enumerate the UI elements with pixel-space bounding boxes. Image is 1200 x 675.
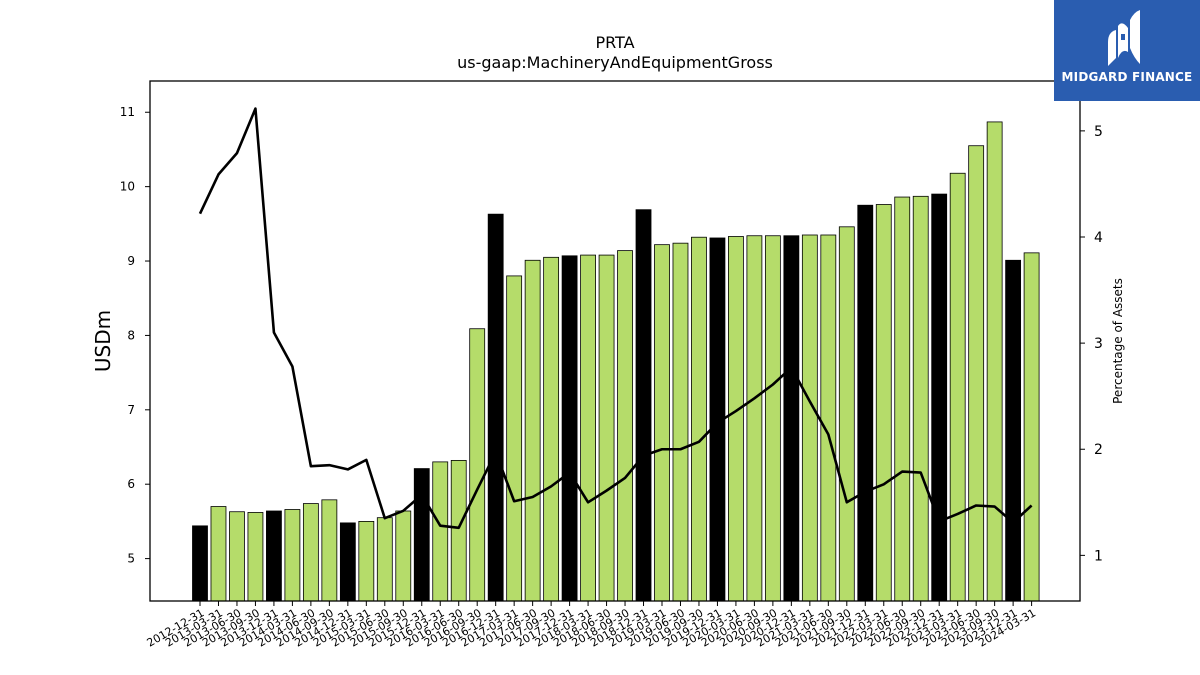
bar-2023-12-31 (1005, 259, 1022, 602)
bar-2015-12-31 (413, 468, 430, 602)
bar-2018-03-31 (580, 254, 596, 602)
bar-2013-12-31 (266, 510, 282, 602)
bar-2020-06-30 (746, 235, 763, 602)
bar-2020-12-31 (783, 235, 800, 602)
bar-2017-12-31 (561, 255, 578, 602)
bar-2019-09-30 (691, 236, 707, 602)
bar-2017-09-30 (543, 256, 560, 602)
y-tick-label: 7 (127, 403, 135, 417)
plot-frame (149, 80, 1081, 602)
y2-tick-label: 2 (1094, 442, 1103, 458)
bar-2014-03-31 (284, 509, 301, 602)
y-tick-label: 5 (127, 552, 135, 566)
y-tick-label: 11 (120, 105, 135, 119)
bar-2013-09-30 (247, 512, 264, 602)
y-axis-label: USDm (91, 310, 115, 372)
bar-2022-09-30 (912, 195, 929, 602)
bar-2019-03-31 (654, 244, 670, 602)
bar-2015-09-30 (395, 510, 412, 602)
y-axis-right: 1 2 3 4 5 (1080, 124, 1103, 564)
bar-2022-03-31 (875, 204, 892, 602)
y-tick-label: 10 (120, 180, 135, 194)
bar-2020-09-30 (764, 235, 781, 602)
y-tick-label: 6 (127, 477, 135, 491)
y-axis-left: 5 6 7 8 9 10 11 (120, 105, 150, 566)
bar-2022-06-30 (894, 196, 911, 602)
bar-2016-03-31 (432, 461, 449, 602)
y2-tick-label: 1 (1094, 548, 1103, 564)
bar-2018-06-30 (598, 254, 615, 602)
bar-2013-06-30 (229, 511, 245, 602)
bar-series (192, 121, 1040, 602)
y2-tick-label: 4 (1094, 230, 1103, 246)
bar-2024-03-31 (1023, 252, 1040, 602)
midgard-logo-icon (1108, 10, 1140, 66)
y2-axis-label: Percentage of Assets (1111, 278, 1125, 404)
y2-tick-label: 5 (1094, 124, 1103, 140)
bar-2021-03-31 (801, 234, 818, 602)
bar-2014-06-30 (302, 503, 319, 602)
bar-2016-12-31 (487, 213, 504, 602)
bar-2020-03-31 (728, 236, 744, 602)
bar-2018-09-30 (617, 250, 633, 602)
y-tick-label: 9 (127, 254, 135, 268)
bar-2023-03-31 (949, 172, 966, 602)
y-tick-label: 8 (127, 328, 135, 342)
bar-2015-03-31 (358, 521, 375, 602)
bar-2016-06-30 (450, 459, 467, 602)
bar-2021-12-31 (857, 204, 874, 602)
x-axis: 2012-12-312013-03-312013-06-302013-09-30… (145, 601, 1038, 650)
bar-2015-06-30 (376, 517, 393, 602)
percentage-of-assets-line (198, 107, 1033, 530)
bar-2021-06-30 (820, 234, 837, 602)
line-series (198, 107, 1033, 530)
y2-tick-label: 3 (1094, 336, 1103, 352)
bar-2017-06-30 (524, 259, 541, 602)
chart-subtitle: us-gaap:MachineryAndEquipmentGross (457, 53, 773, 72)
bar-2023-09-30 (986, 121, 1003, 602)
bar-2012-12-31 (192, 525, 208, 602)
bar-2021-09-30 (838, 226, 855, 602)
brand-logo-text: MIDGARD FINANCE (1061, 70, 1193, 84)
bar-2017-03-31 (506, 275, 523, 602)
bar-2023-06-30 (968, 145, 985, 602)
bar-2019-06-30 (672, 242, 689, 602)
bar-2018-12-31 (635, 209, 652, 602)
bar-2016-09-30 (469, 328, 486, 602)
bar-2014-09-30 (321, 499, 338, 602)
bar-2014-12-31 (339, 522, 356, 602)
chart-title: PRTA (595, 33, 634, 52)
bar-2013-03-31 (210, 506, 227, 602)
bar-2022-12-31 (931, 193, 948, 602)
brand-logo: MIDGARD FINANCE (1054, 0, 1200, 101)
